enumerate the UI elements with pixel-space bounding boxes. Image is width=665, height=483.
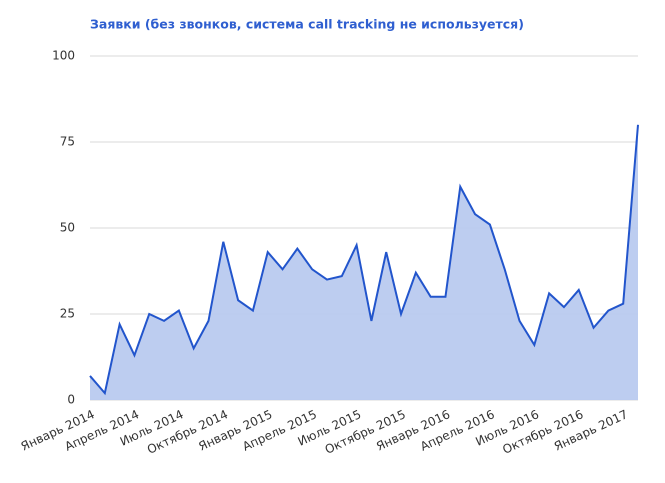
y-tick-label: 100: [52, 49, 75, 63]
y-tick-label: 75: [60, 135, 75, 149]
y-tick-label: 0: [67, 393, 75, 407]
line: [89, 124, 639, 396]
y-tick-label: 50: [60, 221, 75, 235]
area-fill: [90, 124, 638, 401]
y-tick-label: 25: [60, 307, 75, 321]
chart-title: Заявки (без звонков, система call tracki…: [90, 17, 524, 32]
